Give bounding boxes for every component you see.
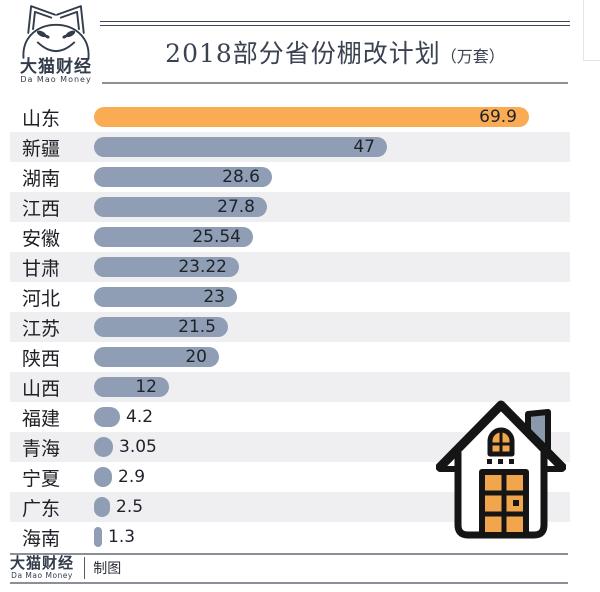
bar-value-label: 28.6 [222, 167, 260, 187]
bar-area: 3.05 [94, 432, 570, 462]
bar-area: 23 [94, 282, 570, 312]
brand-name-en: Da Mao Money [20, 75, 92, 84]
bar-value-label: 20 [185, 347, 207, 367]
bar-value-label: 1.3 [108, 527, 136, 547]
province-label: 新疆 [21, 137, 60, 160]
province-label: 安徽 [21, 227, 60, 250]
bar-area: 1.3 [94, 522, 570, 552]
footer-bottom-rule [10, 582, 568, 584]
chart-row: 陕西 20 [10, 342, 570, 372]
bar [94, 197, 267, 217]
chart-row: 安徽 25.54 [10, 222, 570, 252]
bar [94, 317, 228, 337]
frame-corner-horizontal [583, 60, 600, 61]
footer-divider [84, 557, 86, 579]
bar-value-label: 2.5 [116, 497, 144, 517]
bar-area: 69.9 [94, 102, 570, 132]
province-label: 陕西 [21, 347, 60, 370]
footer-brand-name: 大猫财经 [10, 554, 75, 573]
footer-brand: 大猫财经 Da Mao Money [10, 556, 74, 580]
footer-credit: 制图 [93, 561, 122, 577]
province-label: 江苏 [21, 317, 60, 340]
footer: 大猫财经 Da Mao Money 制图 [10, 555, 121, 581]
chart-row: 江西 27.8 [10, 192, 570, 222]
bar-area: 25.54 [94, 222, 570, 252]
province-label: 湖南 [21, 167, 60, 190]
bar [94, 437, 113, 457]
province-label: 甘肃 [21, 257, 60, 280]
chart-row: 宁夏 2.9 [10, 462, 570, 492]
bar-area: 21.5 [94, 312, 570, 342]
brand-name: 大猫财经 [20, 57, 92, 77]
footer-brand-name-en: Da Mao Money [11, 571, 73, 581]
chart-row: 新疆 47 [10, 132, 570, 162]
bar-value-label: 2.9 [118, 467, 146, 487]
bar [94, 407, 120, 427]
bar [94, 107, 529, 127]
chart-title-text: 2018部分省份棚改计划 [165, 39, 441, 68]
chart-title-unit: （万套） [440, 47, 505, 66]
bar-area: 28.6 [94, 162, 570, 192]
chart-row: 河北 23 [10, 282, 570, 312]
bar-area: 23.22 [94, 252, 570, 282]
header-double-rule [100, 21, 570, 26]
province-label: 宁夏 [21, 467, 60, 490]
bar-value-label: 27.8 [217, 197, 255, 217]
frame-corner-vertical [583, 0, 584, 60]
bar-value-label: 23 [203, 287, 225, 307]
bar-chart: 山东 69.9 新疆 47 湖南 28.6 江西 2 [10, 102, 570, 552]
bar [94, 467, 112, 487]
province-label: 河北 [21, 287, 60, 310]
province-label: 广东 [21, 497, 60, 520]
province-label: 山西 [21, 377, 60, 400]
province-label: 山东 [21, 107, 60, 130]
header-single-rule [102, 82, 568, 84]
bar [94, 527, 102, 547]
bar-value-label: 69.9 [479, 107, 517, 127]
bar-value-label: 3.05 [119, 437, 157, 457]
bar-value-label: 12 [135, 377, 157, 397]
bar [94, 287, 237, 307]
cat-face-logo-icon [22, 5, 90, 59]
footer-top-rule [10, 553, 568, 555]
chart-row: 海南 1.3 [10, 522, 570, 552]
house-icon [436, 400, 566, 539]
brand-logo: 大猫财经 Da Mao Money [8, 2, 104, 84]
bar-area: 12 [94, 372, 570, 402]
chart-row: 江苏 21.5 [10, 312, 570, 342]
bar-area: 20 [94, 342, 570, 372]
bar-area: 4.2 [94, 402, 570, 432]
bar-value-label: 25.54 [192, 227, 241, 247]
bar [94, 377, 169, 397]
bar [94, 497, 110, 517]
bar-area: 27.8 [94, 192, 570, 222]
province-label: 福建 [21, 407, 60, 430]
bar-value-label: 21.5 [178, 317, 216, 337]
chart-row: 湖南 28.6 [10, 162, 570, 192]
bar-area: 47 [94, 132, 570, 162]
bar-value-label: 47 [353, 137, 375, 157]
bar [94, 227, 253, 247]
chart-row: 山西 12 [10, 372, 570, 402]
chart-row: 福建 4.2 [10, 402, 570, 432]
bar [94, 257, 239, 277]
province-label: 江西 [21, 197, 60, 220]
bar-value-label: 23.22 [178, 257, 227, 277]
chart-title: 2018部分省份棚改计划（万套） [100, 34, 570, 70]
chart-row: 甘肃 23.22 [10, 252, 570, 282]
chart-row: 山东 69.9 [10, 102, 570, 132]
province-label: 青海 [21, 437, 60, 460]
bar-area: 2.5 [94, 492, 570, 522]
province-label: 海南 [21, 527, 60, 550]
bar [94, 137, 387, 157]
bar-area: 2.9 [94, 462, 570, 492]
bar [94, 167, 272, 187]
bar-value-label: 4.2 [126, 407, 154, 427]
bar [94, 347, 219, 367]
